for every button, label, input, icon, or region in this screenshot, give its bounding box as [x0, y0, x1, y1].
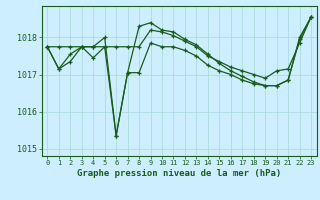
X-axis label: Graphe pression niveau de la mer (hPa): Graphe pression niveau de la mer (hPa): [77, 169, 281, 178]
